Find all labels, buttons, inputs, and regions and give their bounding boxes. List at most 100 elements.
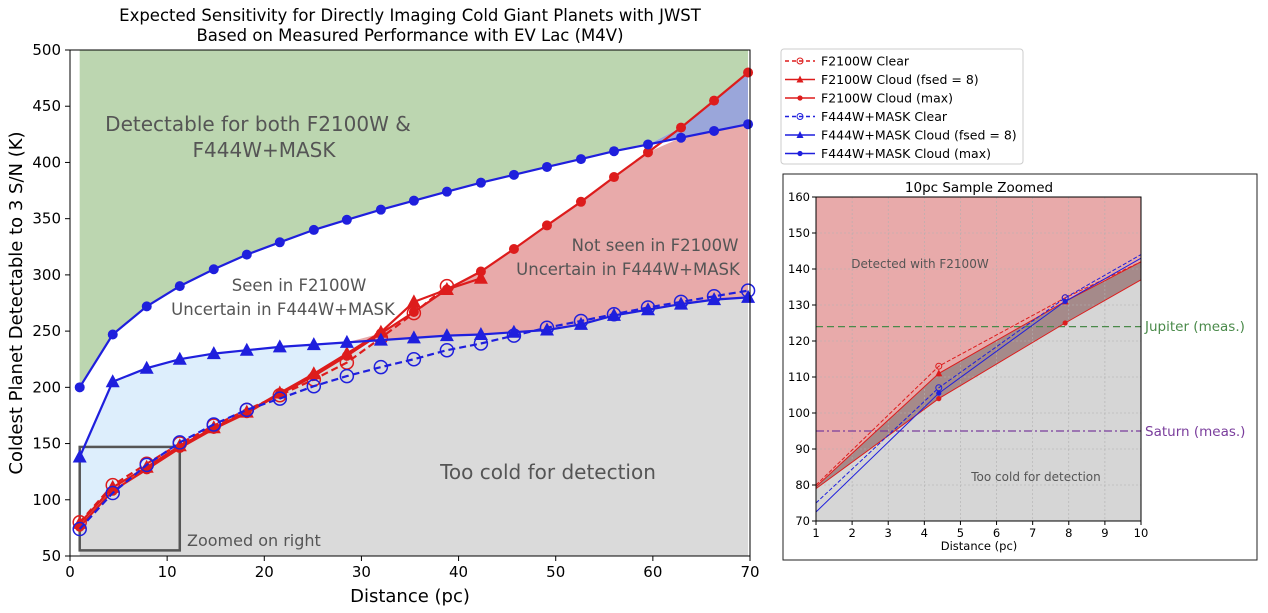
x-tick-label: 20 (255, 563, 274, 581)
legend-entry-f444w-mask-cloud-max: F444W+MASK Cloud (max) (785, 146, 991, 161)
data-point-f444w-mask-cloud-max (643, 139, 653, 150)
y-tick-label: 200 (32, 378, 61, 396)
data-point-f444w-mask-cloud-fsed-8 (439, 328, 454, 342)
data-point-f2100w-cloud-max (308, 371, 319, 382)
x-tick-label: 70 (740, 563, 759, 581)
series-f444w-mask-cloud-max (74, 119, 754, 393)
zoom-box-rect (78, 445, 182, 552)
inset-data-point (1062, 320, 1068, 326)
inset-y-tick-label: 70 (795, 514, 810, 528)
data-point-f444w-mask-cloud-max (341, 214, 352, 225)
y-axis-label: Coldest Planet Detectable to 3 S/N (K) (6, 131, 27, 474)
inset-chart: 10pc Sample Zoomed 1 2 3 4 5 6 7 8 9 107080901001… (782, 173, 1258, 561)
chart-subtitle: Based on Measured Performance with EV La… (196, 26, 623, 45)
data-point-f444w-mask-clear (206, 417, 222, 432)
inset-y-tick-label: 110 (788, 370, 810, 384)
data-point-f444w-mask-cloud-max (676, 132, 687, 143)
data-point-f2100w-cloud-max (709, 95, 720, 106)
x-axis-label: Distance (pc) (350, 586, 470, 607)
data-point-f2100w-cloud-max (341, 350, 352, 361)
data-point-f444w-mask-cloud-fsed-8 (239, 342, 254, 356)
inset-data-point (935, 369, 943, 377)
y-tick-label: 250 (32, 322, 61, 340)
data-point-f444w-mask-cloud-fsed-8 (641, 302, 655, 316)
legend-label: F444W+MASK Cloud (max) (821, 146, 991, 161)
legend-marker (796, 113, 804, 120)
data-point-f444w-mask-cloud-fsed-8 (506, 324, 521, 338)
data-point-f444w-mask-cloud-fsed-8 (540, 322, 554, 336)
data-point-f444w-mask-cloud-max (274, 237, 285, 248)
inset-series-line-f444w-mask-clear (815, 254, 1142, 504)
chart-title: Expected Sensitivity for Directly Imagin… (119, 6, 702, 25)
legend-label: F2100W Clear (821, 54, 910, 69)
data-point-f444w-mask-clear (105, 485, 120, 501)
inset-x-tick-label: 8 (1065, 526, 1072, 540)
data-point-f444w-mask-cloud-max (174, 281, 185, 292)
series-f444w-mask-cloud-fsed-8 (72, 289, 756, 463)
inset-data-point (1062, 298, 1068, 304)
data-point-f444w-mask-cloud-max (743, 119, 754, 130)
legend-label: F444W+MASK Cloud (fsed = 8) (821, 128, 1017, 143)
region-seen-f2100w (79, 124, 749, 457)
legend-entry-f444w-mask-clear: F444W+MASK Clear (785, 109, 948, 124)
inset-region-band (816, 261, 1141, 489)
data-point-f444w-mask-cloud-max (575, 154, 586, 165)
inset-y-tick-label: 80 (795, 478, 810, 492)
data-point-f2100w-cloud-max (408, 306, 419, 317)
data-point-f444w-mask-cloud-fsed-8 (139, 360, 154, 374)
legend-entry-f2100w-clear: F2100W Clear (785, 54, 910, 69)
inset-x-tick-label: 5 (957, 526, 964, 540)
legend-marker (797, 95, 803, 101)
data-point-f444w-mask-cloud-fsed-8 (206, 346, 221, 360)
inset-annotation-detected: Detected with F2100W (851, 257, 989, 271)
data-point-f444w-mask-cloud-fsed-8 (272, 339, 287, 353)
data-point-f444w-mask-clear (239, 402, 255, 418)
y-tick-label: 500 (32, 41, 61, 59)
main-chart: Expected Sensitivity for Directly Imagin… (6, 6, 760, 607)
inset-x-tick-label: 10 (1134, 526, 1149, 540)
plot-right-margin (748, 50, 750, 556)
inset-x-tick-label: 1 (812, 526, 819, 540)
data-point-f444w-mask-cloud-max (541, 161, 552, 172)
main-axes: 0 10 20 30 40 50 60 70 50 100 150 200 250 300 350 400 45… (32, 41, 759, 581)
data-point-f444w-mask-cloud-max (408, 195, 419, 206)
legend: F2100W Clear F2100W Cloud (fsed = 8) F2100… (780, 48, 1024, 165)
inset-series-f444w-mask-cloud (815, 257, 1142, 513)
inset-ref-label-jupiter: Jupiter (meas.) (1144, 319, 1245, 335)
inset-regions (816, 197, 1141, 521)
legend-marker (797, 150, 803, 157)
inset-y-tick-label: 90 (795, 442, 810, 456)
annotation-notseen-line2: Uncertain in F444W+MASK (516, 260, 741, 279)
y-tick-label: 300 (32, 266, 61, 284)
inset-x-axis-label: Distance (pc) (941, 539, 1018, 553)
data-point-f444w-mask-cloud-fsed-8 (741, 289, 756, 303)
y-tick-label: 350 (32, 210, 61, 228)
inset-y-tick-label: 100 (788, 406, 810, 420)
inset-series (815, 254, 1142, 513)
legend-marker (796, 131, 804, 138)
region-detectable-both (79, 50, 749, 388)
data-point-f2100w-cloud-max (743, 67, 754, 78)
inset-series-line-f444w-mask-cloud (815, 257, 1142, 513)
main-series (72, 67, 756, 537)
inset-y-tick-label: 120 (788, 334, 810, 348)
data-point-f2100w-cloud-max (475, 266, 486, 277)
data-point-f444w-mask-cloud-fsed-8 (707, 292, 722, 306)
inset-annotation-cold: Too cold for detection (970, 470, 1100, 484)
data-point-f444w-mask-cloud-fsed-8 (172, 351, 187, 365)
data-point-f2100w-cloud-max (643, 147, 653, 158)
x-tick-label: 40 (449, 563, 468, 581)
data-point-f444w-mask-cloud-fsed-8 (406, 330, 421, 344)
inset-axes: 1 2 3 4 5 6 7 8 9 10 70 80 90 100 110 120 130 140 150 160 (788, 190, 1148, 540)
x-tick-label: 10 (158, 563, 177, 581)
legend-entry-f444w-mask-cloud-fsed-8: F444W+MASK Cloud (fsed = 8) (785, 128, 1017, 143)
data-point-f2100w-cloud-max (541, 220, 552, 231)
annotation-both-line1: Detectable for both F2100W & (105, 112, 411, 136)
plot-frame (69, 49, 751, 557)
legend-marker (796, 75, 804, 83)
inset-plot-frame (815, 196, 1142, 522)
inset-region-cold (816, 279, 1141, 521)
data-point-f444w-mask-clear (272, 391, 288, 406)
inset-y-tick-label: 160 (788, 190, 810, 204)
x-tick-label: 30 (352, 563, 371, 581)
